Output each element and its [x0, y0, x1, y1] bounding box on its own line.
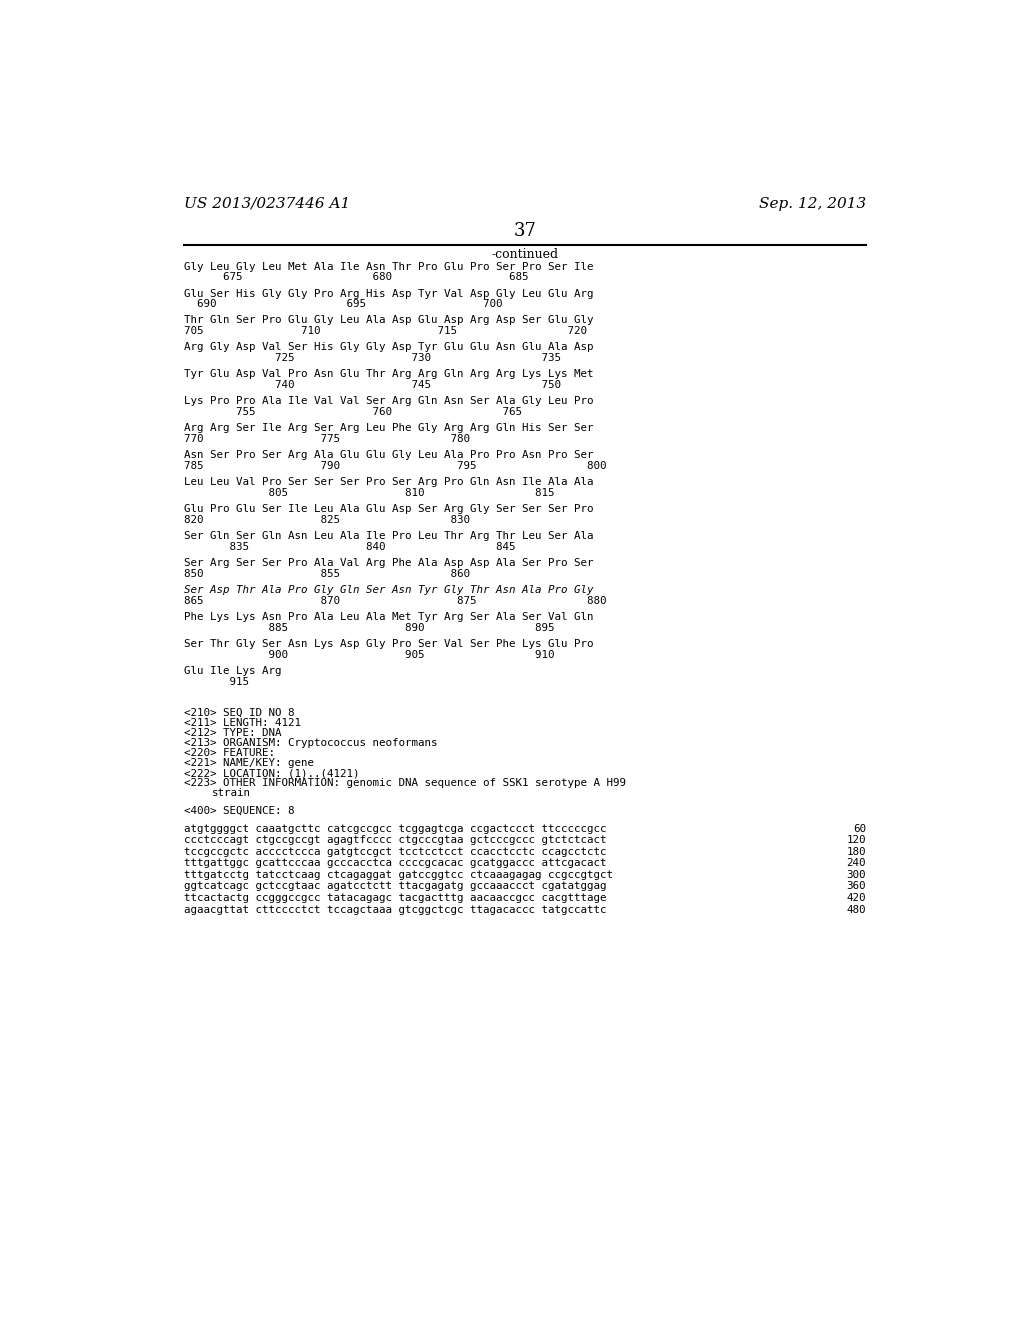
Text: 705               710                  715                 720: 705 710 715 720 [183, 326, 587, 337]
Text: Thr Gln Ser Pro Glu Gly Leu Ala Asp Glu Asp Arg Asp Ser Glu Gly: Thr Gln Ser Pro Glu Gly Leu Ala Asp Glu … [183, 315, 593, 326]
Text: tttgattggc gcattcccaa gcccacctca ccccgcacac gcatggaccc attcgacact: tttgattggc gcattcccaa gcccacctca ccccgca… [183, 858, 606, 869]
Text: Sep. 12, 2013: Sep. 12, 2013 [759, 197, 866, 211]
Text: 785                  790                  795                 800: 785 790 795 800 [183, 461, 606, 471]
Text: Gly Leu Gly Leu Met Ala Ile Asn Thr Pro Glu Pro Ser Pro Ser Ile: Gly Leu Gly Leu Met Ala Ile Asn Thr Pro … [183, 261, 593, 272]
Text: <212> TYPE: DNA: <212> TYPE: DNA [183, 729, 282, 738]
Text: ccctcccagt ctgccgccgt agagtfcccc ctgcccgtaa gctcccgccc gtctctcact: ccctcccagt ctgccgccgt agagtfcccc ctgcccg… [183, 836, 606, 845]
Text: atgtggggct caaatgcttc catcgccgcc tcggagtcga ccgactccct ttcccccgcc: atgtggggct caaatgcttc catcgccgcc tcggagt… [183, 824, 606, 834]
Text: 865                  870                  875                 880: 865 870 875 880 [183, 595, 606, 606]
Text: 740                  745                 750: 740 745 750 [183, 380, 561, 391]
Text: 755                  760                 765: 755 760 765 [183, 407, 522, 417]
Text: tttgatcctg tatcctcaag ctcagaggat gatccggtcc ctcaaagagag ccgccgtgct: tttgatcctg tatcctcaag ctcagaggat gatccgg… [183, 870, 612, 880]
Text: -continued: -continued [492, 248, 558, 261]
Text: agaacgttat cttcccctct tccagctaaa gtcggctcgc ttagacaccc tatgccattc: agaacgttat cttcccctct tccagctaaa gtcggct… [183, 904, 606, 915]
Text: 900                  905                 910: 900 905 910 [183, 649, 554, 660]
Text: 360: 360 [846, 882, 866, 891]
Text: 180: 180 [846, 847, 866, 857]
Text: Leu Leu Val Pro Ser Ser Ser Pro Ser Arg Pro Gln Asn Ile Ala Ala: Leu Leu Val Pro Ser Ser Ser Pro Ser Arg … [183, 478, 593, 487]
Text: <400> SEQUENCE: 8: <400> SEQUENCE: 8 [183, 807, 294, 816]
Text: US 2013/0237446 A1: US 2013/0237446 A1 [183, 197, 350, 211]
Text: 770                  775                 780: 770 775 780 [183, 434, 470, 444]
Text: <210> SEQ ID NO 8: <210> SEQ ID NO 8 [183, 708, 294, 718]
Text: strain: strain [212, 788, 251, 799]
Text: Asn Ser Pro Ser Arg Ala Glu Glu Gly Leu Ala Pro Pro Asn Pro Ser: Asn Ser Pro Ser Arg Ala Glu Glu Gly Leu … [183, 450, 593, 461]
Text: <222> LOCATION: (1)..(4121): <222> LOCATION: (1)..(4121) [183, 768, 359, 779]
Text: ttcactactg ccgggccgcc tatacagagc tacgactttg aacaaccgcc cacgtttage: ttcactactg ccgggccgcc tatacagagc tacgact… [183, 892, 606, 903]
Text: Ser Asp Thr Ala Pro Gly Gln Ser Asn Tyr Gly Thr Asn Ala Pro Gly: Ser Asp Thr Ala Pro Gly Gln Ser Asn Tyr … [183, 585, 593, 595]
Text: 690                    695                  700: 690 695 700 [183, 300, 503, 309]
Text: Glu Ile Lys Arg: Glu Ile Lys Arg [183, 665, 282, 676]
Text: 725                  730                 735: 725 730 735 [183, 354, 561, 363]
Text: Glu Ser His Gly Gly Pro Arg His Asp Tyr Val Asp Gly Leu Glu Arg: Glu Ser His Gly Gly Pro Arg His Asp Tyr … [183, 289, 593, 298]
Text: 60: 60 [853, 824, 866, 834]
Text: 240: 240 [846, 858, 866, 869]
Text: Ser Gln Ser Gln Asn Leu Ala Ile Pro Leu Thr Arg Thr Leu Ser Ala: Ser Gln Ser Gln Asn Leu Ala Ile Pro Leu … [183, 531, 593, 541]
Text: <220> FEATURE:: <220> FEATURE: [183, 748, 274, 758]
Text: ggtcatcagc gctccgtaac agatcctctt ttacgagatg gccaaaccct cgatatggag: ggtcatcagc gctccgtaac agatcctctt ttacgag… [183, 882, 606, 891]
Text: 675                    680                  685: 675 680 685 [183, 272, 528, 282]
Text: <211> LENGTH: 4121: <211> LENGTH: 4121 [183, 718, 301, 729]
Text: Phe Lys Lys Asn Pro Ala Leu Ala Met Tyr Arg Ser Ala Ser Val Gln: Phe Lys Lys Asn Pro Ala Leu Ala Met Tyr … [183, 612, 593, 622]
Text: Ser Arg Ser Ser Pro Ala Val Arg Phe Ala Asp Asp Ala Ser Pro Ser: Ser Arg Ser Ser Pro Ala Val Arg Phe Ala … [183, 558, 593, 568]
Text: 820                  825                 830: 820 825 830 [183, 515, 470, 525]
Text: 835                  840                 845: 835 840 845 [183, 543, 515, 552]
Text: Arg Arg Ser Ile Arg Ser Arg Leu Phe Gly Arg Arg Gln His Ser Ser: Arg Arg Ser Ile Arg Ser Arg Leu Phe Gly … [183, 424, 593, 433]
Text: 120: 120 [846, 836, 866, 845]
Text: 480: 480 [846, 904, 866, 915]
Text: Tyr Glu Asp Val Pro Asn Glu Thr Arg Arg Gln Arg Arg Lys Lys Met: Tyr Glu Asp Val Pro Asn Glu Thr Arg Arg … [183, 370, 593, 379]
Text: <213> ORGANISM: Cryptococcus neoformans: <213> ORGANISM: Cryptococcus neoformans [183, 738, 437, 748]
Text: tccgccgctc acccctccca gatgtccgct tcctcctcct ccacctcctc ccagcctctc: tccgccgctc acccctccca gatgtccgct tcctcct… [183, 847, 606, 857]
Text: 915: 915 [183, 677, 249, 686]
Text: 885                  890                 895: 885 890 895 [183, 623, 554, 632]
Text: Glu Pro Glu Ser Ile Leu Ala Glu Asp Ser Arg Gly Ser Ser Ser Pro: Glu Pro Glu Ser Ile Leu Ala Glu Asp Ser … [183, 504, 593, 513]
Text: 850                  855                 860: 850 855 860 [183, 569, 470, 578]
Text: <223> OTHER INFORMATION: genomic DNA sequence of SSK1 serotype A H99: <223> OTHER INFORMATION: genomic DNA seq… [183, 779, 626, 788]
Text: 805                  810                 815: 805 810 815 [183, 488, 554, 498]
Text: 300: 300 [846, 870, 866, 880]
Text: <221> NAME/KEY: gene: <221> NAME/KEY: gene [183, 758, 313, 768]
Text: Ser Thr Gly Ser Asn Lys Asp Gly Pro Ser Val Ser Phe Lys Glu Pro: Ser Thr Gly Ser Asn Lys Asp Gly Pro Ser … [183, 639, 593, 649]
Text: 420: 420 [846, 892, 866, 903]
Text: Lys Pro Pro Ala Ile Val Val Ser Arg Gln Asn Ser Ala Gly Leu Pro: Lys Pro Pro Ala Ile Val Val Ser Arg Gln … [183, 396, 593, 407]
Text: Arg Gly Asp Val Ser His Gly Gly Asp Tyr Glu Glu Asn Glu Ala Asp: Arg Gly Asp Val Ser His Gly Gly Asp Tyr … [183, 342, 593, 352]
Text: 37: 37 [513, 222, 537, 239]
